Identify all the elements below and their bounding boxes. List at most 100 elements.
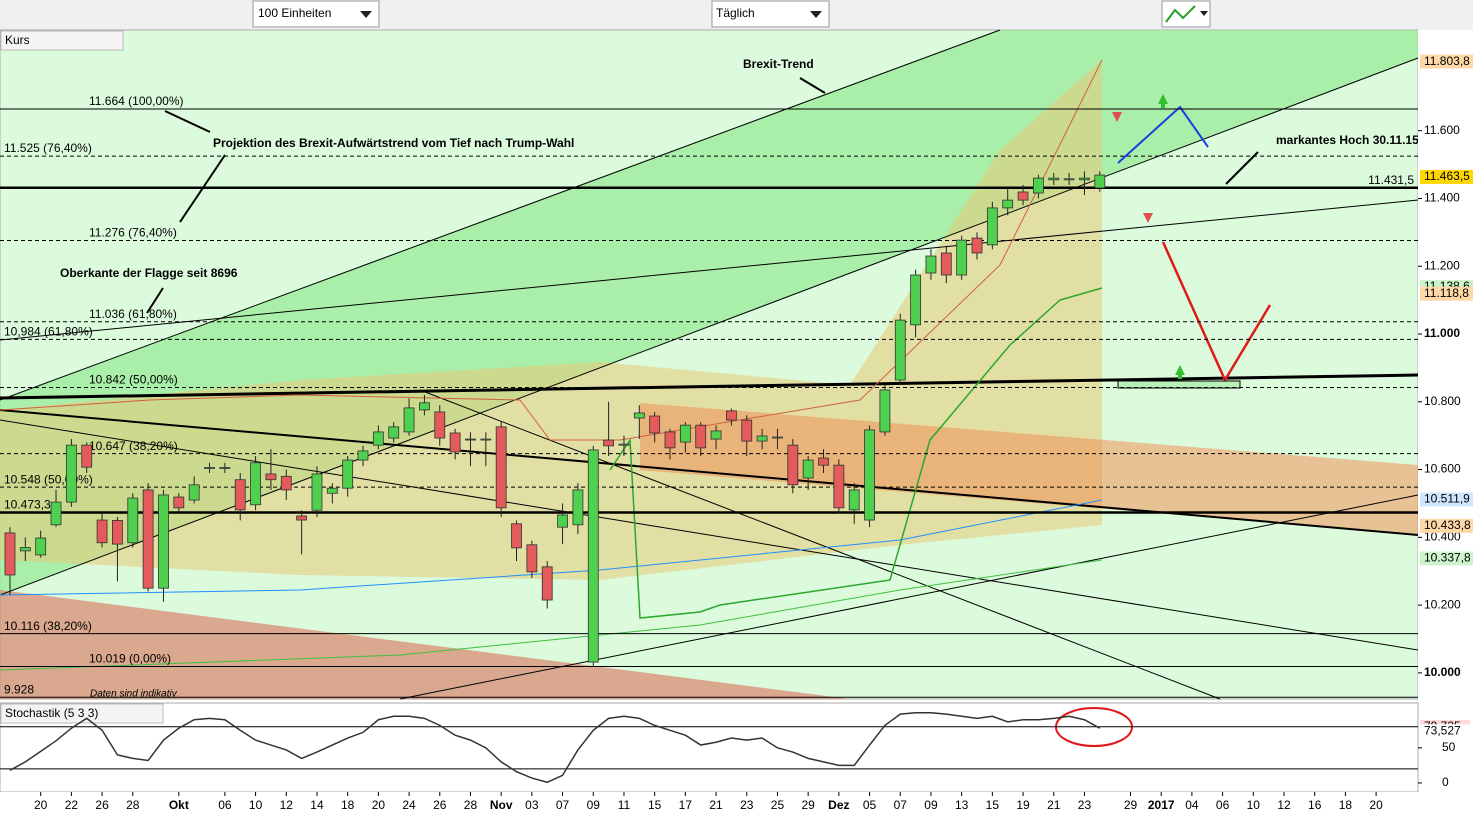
level-label: 10.842 (50,00%) <box>89 373 178 387</box>
price-marker <box>1420 518 1473 533</box>
x-tick-label: 28 <box>126 798 140 812</box>
annotation: Oberkante der Flagge seit 8696 <box>60 266 238 280</box>
dropdown-arrow <box>1200 11 1208 16</box>
level-label: 9.928 <box>4 682 34 696</box>
candle-body <box>234 479 246 511</box>
x-tick-label: 22 <box>65 798 79 812</box>
x-tick-label: 16 <box>1308 798 1322 812</box>
levels: 11.664 (100,00%) 11.525 (76,40%) 11.431,5 1… <box>0 94 1418 698</box>
trend-line <box>0 199 1419 341</box>
candle-body <box>1094 174 1106 189</box>
x-tick-label: 10 <box>1247 798 1261 812</box>
candle-body <box>250 462 261 506</box>
x-tick-label: 13 <box>955 798 969 812</box>
trend-line <box>399 494 1419 700</box>
candle-body <box>388 426 400 439</box>
candle-body <box>910 274 922 326</box>
level-label: 10,984 (61,80%) <box>4 325 93 339</box>
annotation: Brexit-Trend <box>743 57 814 71</box>
candle-body <box>480 438 492 441</box>
candle-body <box>879 389 891 433</box>
y-tick-label: 11.200 <box>1424 258 1460 272</box>
candle-body <box>4 532 16 576</box>
candle-body <box>572 489 584 526</box>
candle-body <box>894 319 906 381</box>
up-marker <box>1175 365 1185 379</box>
candle-body <box>726 410 737 421</box>
interval-dropdown[interactable] <box>711 0 830 28</box>
level-label: 11.525 (76,40%) <box>4 141 92 155</box>
x-tick-label: 18 <box>1339 798 1353 812</box>
trend-line <box>0 29 1001 401</box>
price-marker-label: 11.463,5 <box>1424 169 1470 183</box>
candle-body <box>756 435 768 442</box>
price-marker <box>1420 54 1473 69</box>
projection-arrow <box>1161 241 1272 383</box>
pointer-arrow <box>146 287 164 314</box>
y-tick-label: 10.000 <box>1424 665 1461 679</box>
x-tick-label: 24 <box>402 798 416 812</box>
candle-body <box>541 566 553 601</box>
x-tick-label: 25 <box>771 798 785 812</box>
x-tick-label: 10 <box>249 798 263 812</box>
y-tick-label: 10.400 <box>1424 530 1461 544</box>
price-marker-label: 11.803,8 <box>1424 54 1470 68</box>
trend-line <box>419 389 1221 700</box>
candle-body <box>649 415 661 434</box>
y-tick-label: 50 <box>1442 740 1456 754</box>
x-tick-label: 14 <box>310 798 324 812</box>
candle-body <box>971 237 983 254</box>
candle-body <box>848 489 860 511</box>
candle-body <box>112 519 123 545</box>
price-marker <box>1420 169 1473 184</box>
candle-body <box>342 459 354 489</box>
candle-body <box>664 431 676 449</box>
down-marker <box>1112 112 1122 122</box>
x-tick-label: 21 <box>709 798 723 812</box>
level-label: 10.647 (38,20%) <box>89 439 178 453</box>
x-tick-label: 23 <box>740 798 754 812</box>
moving-average <box>0 559 1103 671</box>
candle-body <box>357 450 369 461</box>
candle-body <box>1048 177 1060 181</box>
price-marker-label: 10.433,8 <box>1424 518 1471 532</box>
candle-body <box>986 207 998 246</box>
candle-body <box>695 424 707 449</box>
candle-body <box>1079 177 1090 181</box>
x-tick-label: 29 <box>1124 798 1138 812</box>
units-dropdown[interactable] <box>252 0 380 28</box>
annotation: Projektion des Brexit-Aufwärtstrend vom … <box>213 136 574 150</box>
candle-body <box>864 429 875 521</box>
x-tick-label: 23 <box>1078 798 1092 812</box>
candle-body <box>818 457 829 466</box>
indicator-line <box>0 59 1103 441</box>
candle-body <box>741 419 753 442</box>
target-box <box>1117 380 1241 389</box>
stochastic-line <box>9 711 1101 784</box>
stochastic-panel <box>0 702 1419 793</box>
x-tick-label: 11 <box>618 798 631 812</box>
dropdown-arrow <box>810 11 822 18</box>
projection-arrow <box>1117 105 1209 164</box>
candle-body <box>50 501 62 526</box>
trend-line <box>0 409 1419 536</box>
panel-title: Kurs <box>5 33 30 47</box>
candle-body <box>603 439 615 447</box>
x-tick-label: 06 <box>218 798 232 812</box>
x-tick-label: 20 <box>34 798 48 812</box>
y-tick-label: 10.200 <box>1424 597 1461 611</box>
x-tick-label: 26 <box>95 798 109 812</box>
disclaimer: Daten sind indikativ <box>90 689 178 700</box>
x-tick-label: 21 <box>1047 798 1061 812</box>
x-tick-label: Nov <box>490 798 513 812</box>
x-tick-label: 28 <box>464 798 478 812</box>
candle-body <box>802 459 814 479</box>
level-label: 10.019 (0,00%) <box>89 652 171 666</box>
indicator-line <box>609 287 1103 619</box>
candle-body <box>65 444 77 503</box>
x-tick-label: 06 <box>1216 798 1230 812</box>
dropdown-arrow <box>360 11 372 18</box>
y-tick-label: 10.800 <box>1424 394 1461 408</box>
candle-body <box>940 252 952 276</box>
